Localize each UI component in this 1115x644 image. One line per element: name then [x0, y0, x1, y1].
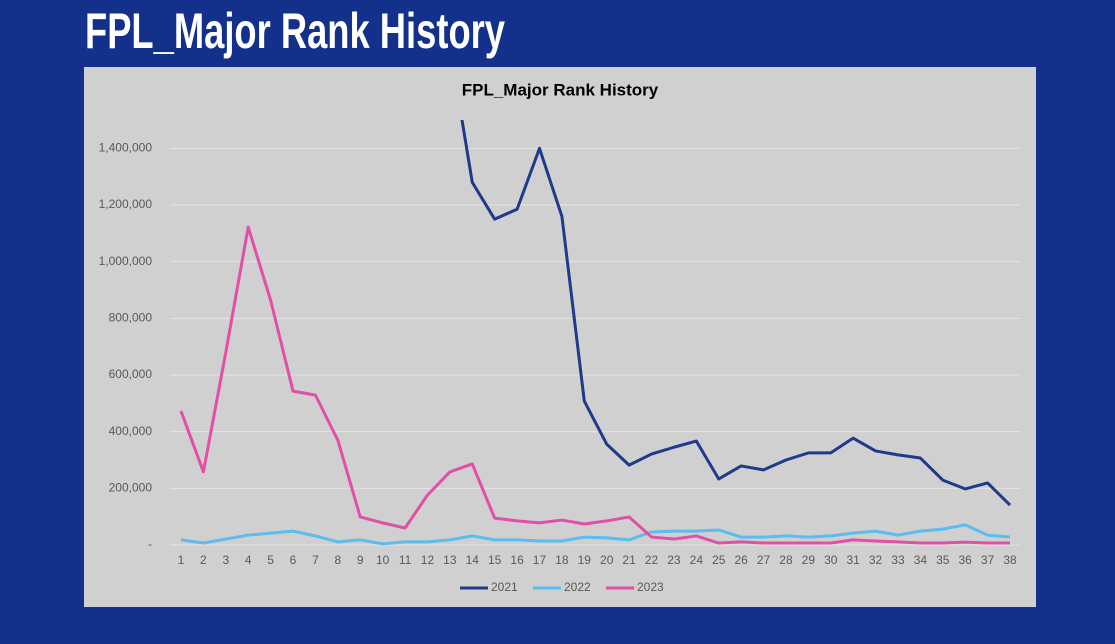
- x-tick-label: 13: [443, 553, 457, 567]
- x-tick-label: 33: [891, 553, 905, 567]
- y-tick-label: 400,000: [109, 424, 153, 438]
- chart-title: FPL_Major Rank History: [462, 80, 659, 99]
- x-tick-label: 31: [846, 553, 860, 567]
- x-tick-label: 3: [222, 553, 229, 567]
- y-tick-label: -: [148, 537, 152, 551]
- x-tick-label: 9: [357, 553, 364, 567]
- x-tick-label: 36: [959, 553, 973, 567]
- x-tick-label: 26: [734, 553, 748, 567]
- x-tick-label: 37: [981, 553, 995, 567]
- x-tick-label: 6: [290, 553, 297, 567]
- x-tick-label: 32: [869, 553, 883, 567]
- x-tick-label: 7: [312, 553, 319, 567]
- slide-title: FPL_Major Rank History: [85, 3, 505, 59]
- legend-label: 2021: [491, 580, 518, 594]
- x-tick-label: 2: [200, 553, 207, 567]
- x-tick-label: 38: [1003, 553, 1017, 567]
- x-tick-label: 19: [578, 553, 592, 567]
- x-tick-label: 18: [555, 553, 569, 567]
- y-tick-label: 1,400,000: [99, 141, 153, 155]
- x-tick-label: 30: [824, 553, 838, 567]
- x-tick-label: 34: [914, 553, 928, 567]
- y-tick-label: 800,000: [109, 311, 153, 325]
- x-tick-label: 15: [488, 553, 502, 567]
- x-tick-label: 12: [421, 553, 435, 567]
- legend-label: 2022: [564, 580, 591, 594]
- y-tick-label: 600,000: [109, 367, 153, 381]
- x-tick-label: 16: [510, 553, 524, 567]
- x-tick-label: 10: [376, 553, 390, 567]
- x-tick-label: 22: [645, 553, 659, 567]
- y-tick-label: 1,200,000: [99, 197, 153, 211]
- x-tick-label: 11: [399, 553, 412, 567]
- x-tick-label: 28: [779, 553, 793, 567]
- x-tick-label: 1: [178, 553, 185, 567]
- series-line: [179, 225, 1010, 545]
- x-tick-label: 24: [690, 553, 704, 567]
- x-tick-label: 14: [466, 553, 480, 567]
- x-tick-label: 27: [757, 553, 771, 567]
- y-tick-label: 1,000,000: [99, 254, 153, 268]
- x-tick-label: 8: [334, 553, 341, 567]
- x-tick-label: 25: [712, 553, 726, 567]
- x-tick-label: 4: [245, 553, 252, 567]
- chart-panel: [84, 67, 1036, 607]
- x-tick-label: 20: [600, 553, 614, 567]
- series-line: [460, 120, 1012, 507]
- x-tick-label: 21: [622, 553, 636, 567]
- x-tick-label: 17: [533, 553, 547, 567]
- x-tick-label: 35: [936, 553, 950, 567]
- plot-area: [179, 120, 1012, 546]
- y-tick-label: 200,000: [109, 481, 153, 495]
- x-tick-label: 29: [802, 553, 816, 567]
- x-tick-label: 5: [267, 553, 274, 567]
- x-tick-label: 23: [667, 553, 681, 567]
- legend-label: 2023: [637, 580, 664, 594]
- series-line: [180, 523, 1011, 546]
